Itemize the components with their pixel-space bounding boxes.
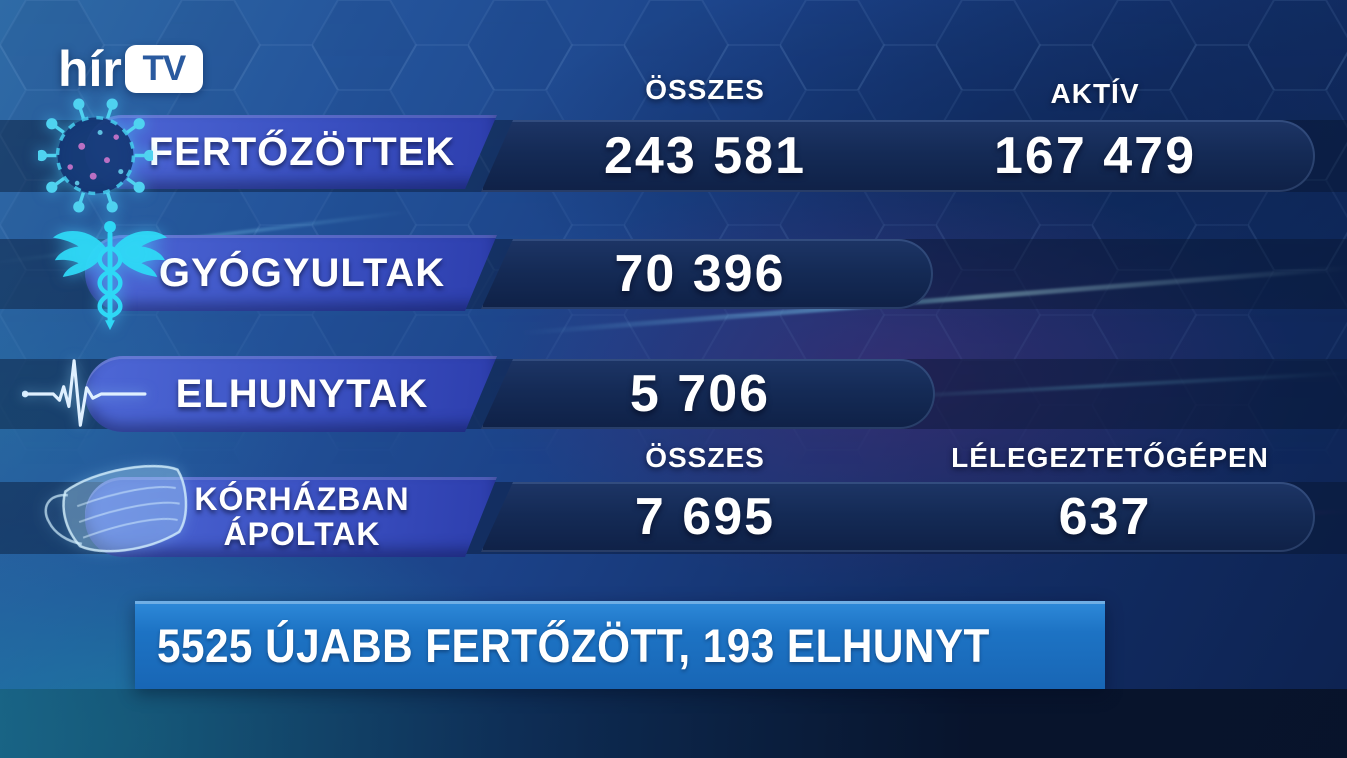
infected-value-bar [481,120,1315,192]
column-header-total: ÖSSZES [645,74,765,105]
column-header-ventilator: LÉLEGEZTETŐGÉPEN [951,442,1269,473]
infected-active-value: 167 479 [994,127,1196,185]
virus-icon [38,98,153,213]
deceased-value-bar [481,359,935,429]
column-header-hospital-total: ÖSSZES [645,442,765,473]
news-ticker: 5525 ÚJABB FERTŐZÖTT, 193 ELHUNYT [135,601,1105,689]
recovered-total-value: 70 396 [614,245,786,303]
logo-tv-box: TV [124,45,203,93]
hospitalized-label: KÓRHÁZBAN ÁPOLTAK [85,477,497,557]
bottom-shadow-band [0,689,1347,758]
ticker-text: 5525 ÚJABB FERTŐZÖTT, 193 ELHUNYT [157,618,990,672]
mask-icon [44,464,188,553]
hospitalized-total-value: 7 695 [634,488,776,546]
ekg-icon [22,359,147,427]
infected-label: FERTŐZÖTTEK [148,129,456,174]
hospitalized-value-bar [481,482,1315,552]
deceased-total-value: 5 706 [629,365,771,423]
infected-total-value: 243 581 [604,127,806,185]
logo-text: hír [58,41,122,97]
logo-tv-text: TV [142,49,187,88]
deceased-label: ELHUNYTAK [175,371,429,416]
caduceus-icon [52,220,168,331]
hospitalized-label-line2: ÁPOLTAK [223,516,381,552]
recovered-label: GYÓGYULTAK [158,250,446,295]
hospitalized-ventilator-value: 637 [1058,488,1152,546]
recovered-value-bar [481,239,933,309]
column-header-active: AKTÍV [1050,78,1140,109]
hospitalized-label-line1: KÓRHÁZBAN [194,480,410,517]
hirtv-logo: hír TV [58,40,203,98]
deceased-label-bar: ELHUNYTAK [85,356,497,432]
infected-label-bar: FERTŐZÖTTEK [85,115,497,189]
